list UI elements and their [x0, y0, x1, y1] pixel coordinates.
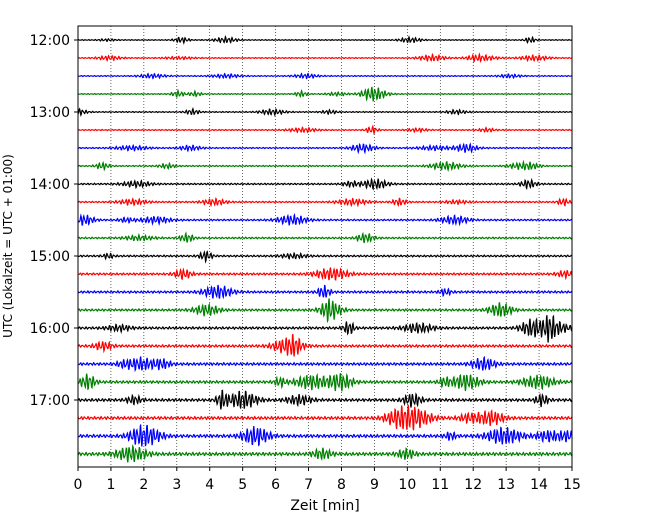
x-tick-label: 5 [238, 477, 247, 493]
trace-line [77, 424, 573, 447]
trace-line [78, 142, 573, 155]
y-tick-label: 15:00 [30, 249, 70, 265]
y-axis-ticks: 12:00 13:00 14:00 15:00 16:00 17:00 [30, 33, 78, 409]
x-tick-label: 3 [172, 477, 181, 493]
y-axis-label: UTC (Lokalzeit = UTC + 01:00) [1, 154, 15, 338]
trace-line [77, 284, 573, 300]
y-tick-label: 14:00 [30, 177, 70, 193]
trace-line [77, 197, 573, 208]
x-tick-label: 6 [271, 477, 280, 493]
x-tick-label: 9 [370, 477, 379, 493]
y-tick-label: 12:00 [30, 33, 70, 49]
trace-line [77, 86, 573, 102]
x-axis-label: Zeit [min] [290, 498, 359, 514]
y-tick-label: 13:00 [30, 105, 70, 121]
trace-line [77, 250, 573, 264]
trace-line [77, 389, 573, 410]
x-tick-label: 11 [431, 477, 449, 493]
trace-line [78, 159, 573, 173]
x-tick-label: 15 [563, 477, 581, 493]
x-tick-label: 8 [337, 477, 346, 493]
trace-line [77, 443, 573, 463]
trace-line [77, 72, 573, 80]
x-tick-label: 7 [304, 477, 313, 493]
x-tick-label: 13 [497, 477, 515, 493]
x-tick-label: 2 [139, 477, 148, 493]
trace-line [77, 231, 573, 244]
x-axis-ticks: 0 1 2 3 4 5 6 7 8 9 10 11 12 13 14 15 [74, 467, 581, 493]
trace-line [77, 355, 573, 373]
x-tick-label: 14 [530, 477, 548, 493]
trace-line [77, 107, 573, 117]
trace-line [77, 298, 573, 324]
trace-line [77, 212, 573, 227]
trace-line [77, 177, 573, 191]
trace-line [77, 35, 573, 45]
y-tick-label: 16:00 [30, 321, 70, 337]
y-tick-label: 17:00 [30, 393, 70, 409]
trace-line [78, 266, 573, 282]
trace-group [77, 35, 573, 463]
trace-line [77, 372, 573, 392]
plot-frame [77, 25, 573, 468]
trace-line [77, 124, 573, 136]
trace-line [77, 314, 573, 343]
x-tick-label: 10 [398, 477, 416, 493]
x-tick-label: 12 [464, 477, 482, 493]
x-tick-label: 0 [74, 477, 83, 493]
x-tick-label: 4 [205, 477, 214, 493]
x-tick-label: 1 [106, 477, 115, 493]
trace-line [77, 333, 573, 357]
trace-line [77, 52, 573, 63]
trace-line [77, 404, 573, 431]
